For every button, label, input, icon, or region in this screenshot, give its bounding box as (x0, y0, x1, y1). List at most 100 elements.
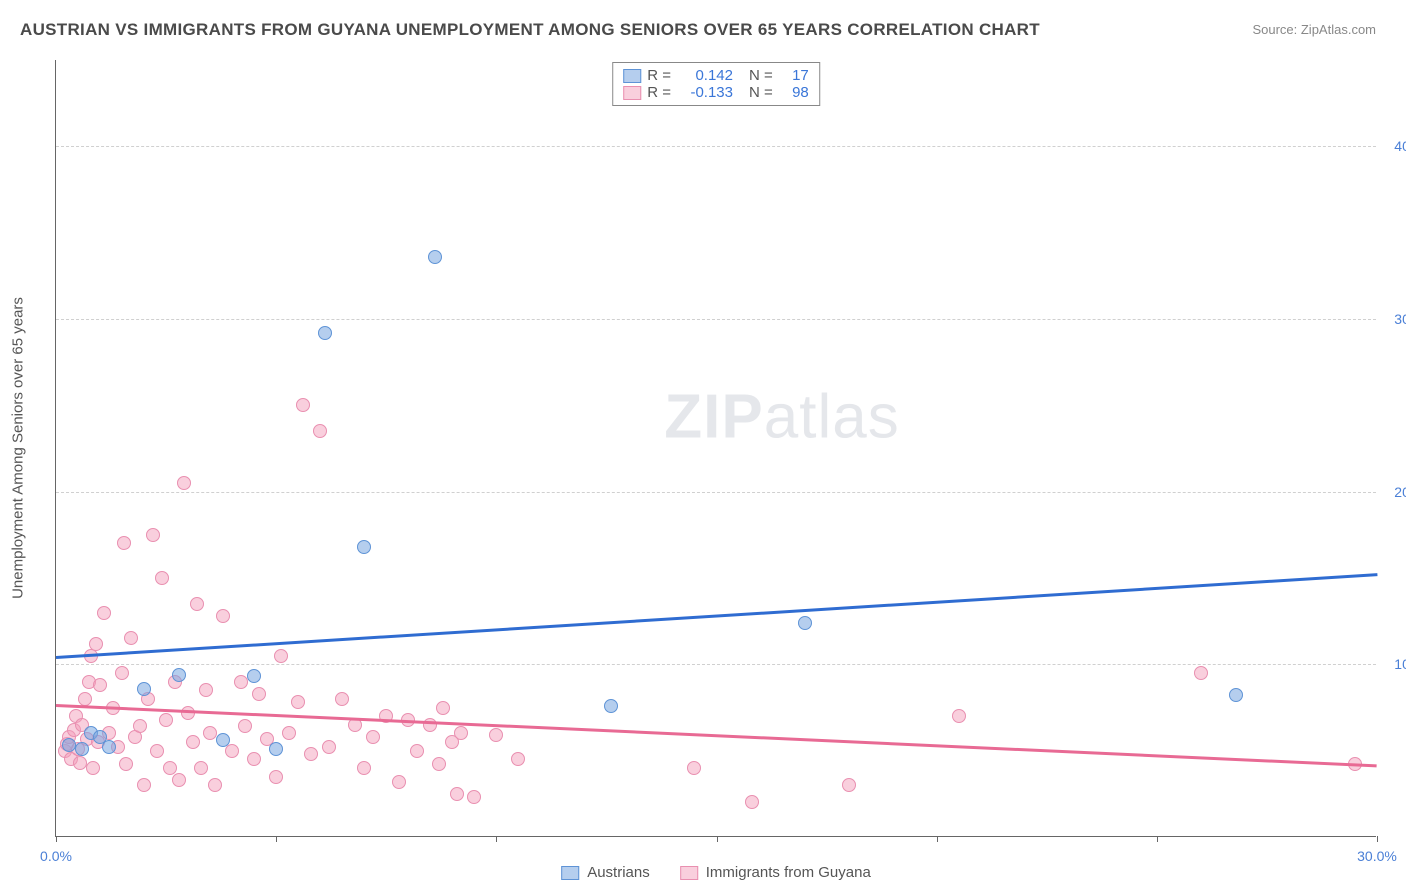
data-point (177, 476, 191, 490)
x-tick-mark (937, 836, 938, 842)
data-point (73, 756, 87, 770)
legend-series-name: Austrians (587, 864, 650, 881)
data-point (146, 528, 160, 542)
legend-series-item: Immigrants from Guyana (680, 864, 871, 881)
x-tick-mark (56, 836, 57, 842)
data-point (155, 571, 169, 585)
data-point (322, 740, 336, 754)
gridline (56, 319, 1376, 320)
data-point (604, 699, 618, 713)
x-tick-mark (717, 836, 718, 842)
data-point (467, 790, 481, 804)
data-point (203, 726, 217, 740)
legend-r-label: R = (647, 67, 671, 84)
y-axis-label: Unemployment Among Seniors over 65 years (10, 297, 27, 599)
data-point (124, 631, 138, 645)
data-point (1194, 666, 1208, 680)
data-point (97, 606, 111, 620)
data-point (357, 761, 371, 775)
data-point (842, 778, 856, 792)
legend-r-value: 0.142 (677, 67, 733, 84)
legend-r-label: R = (647, 84, 671, 101)
data-point (186, 735, 200, 749)
data-point (199, 683, 213, 697)
legend-series-item: Austrians (561, 864, 650, 881)
legend-swatch (680, 866, 698, 880)
chart-title: AUSTRIAN VS IMMIGRANTS FROM GUYANA UNEMP… (20, 20, 1040, 40)
source-attribution: Source: ZipAtlas.com (1252, 22, 1376, 37)
data-point (357, 540, 371, 554)
data-point (247, 752, 261, 766)
data-point (318, 326, 332, 340)
data-point (282, 726, 296, 740)
data-point (234, 675, 248, 689)
data-point (93, 678, 107, 692)
data-point (274, 649, 288, 663)
gridline (56, 146, 1376, 147)
x-tick-mark (1157, 836, 1158, 842)
data-point (102, 740, 116, 754)
legend-swatch (623, 69, 641, 83)
data-point (313, 424, 327, 438)
data-point (194, 761, 208, 775)
x-tick-mark (1377, 836, 1378, 842)
legend-swatch (561, 866, 579, 880)
data-point (78, 692, 92, 706)
data-point (75, 742, 89, 756)
data-point (304, 747, 318, 761)
watermark: ZIPatlas (664, 381, 899, 452)
data-point (117, 536, 131, 550)
data-point (392, 775, 406, 789)
data-point (952, 709, 966, 723)
legend-r-value: -0.133 (677, 84, 733, 101)
data-point (291, 695, 305, 709)
y-tick-label: 30.0% (1394, 311, 1406, 327)
trend-line (56, 573, 1377, 658)
data-point (137, 778, 151, 792)
legend-n-label: N = (749, 67, 773, 84)
data-point (450, 787, 464, 801)
scatter-chart: Unemployment Among Seniors over 65 years… (55, 60, 1376, 837)
data-point (150, 744, 164, 758)
data-point (687, 761, 701, 775)
data-point (410, 744, 424, 758)
data-point (269, 770, 283, 784)
data-point (454, 726, 468, 740)
data-point (335, 692, 349, 706)
data-point (432, 757, 446, 771)
legend-row: R = 0.142 N = 17 (623, 67, 809, 84)
data-point (190, 597, 204, 611)
data-point (366, 730, 380, 744)
data-point (436, 701, 450, 715)
data-point (798, 616, 812, 630)
legend-n-value: 17 (779, 67, 809, 84)
x-tick-mark (276, 836, 277, 842)
legend-row: R = -0.133 N = 98 (623, 84, 809, 101)
y-tick-label: 40.0% (1394, 138, 1406, 154)
data-point (1229, 688, 1243, 702)
data-point (89, 637, 103, 651)
data-point (119, 757, 133, 771)
y-tick-label: 10.0% (1394, 656, 1406, 672)
x-tick-label: 30.0% (1357, 848, 1397, 864)
gridline (56, 664, 1376, 665)
legend-n-label: N = (749, 84, 773, 101)
correlation-legend: R = 0.142 N = 17 R = -0.133 N = 98 (612, 62, 820, 106)
x-tick-mark (496, 836, 497, 842)
data-point (115, 666, 129, 680)
data-point (252, 687, 266, 701)
data-point (511, 752, 525, 766)
data-point (159, 713, 173, 727)
data-point (296, 398, 310, 412)
data-point (247, 669, 261, 683)
data-point (208, 778, 222, 792)
x-tick-label: 0.0% (40, 848, 72, 864)
legend-swatch (623, 86, 641, 100)
series-legend: Austrians Immigrants from Guyana (561, 864, 871, 881)
data-point (428, 250, 442, 264)
legend-n-value: 98 (779, 84, 809, 101)
data-point (423, 718, 437, 732)
data-point (216, 609, 230, 623)
data-point (745, 795, 759, 809)
data-point (62, 738, 76, 752)
